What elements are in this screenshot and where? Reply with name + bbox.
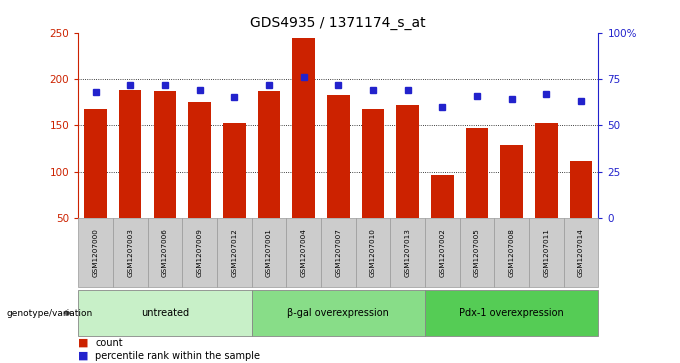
Bar [78, 290, 252, 336]
Bar [356, 218, 390, 287]
Bar [119, 90, 141, 218]
Text: GSM1207006: GSM1207006 [162, 228, 168, 277]
Bar [154, 91, 176, 218]
Bar [182, 218, 217, 287]
Bar [148, 218, 182, 287]
Text: GSM1207013: GSM1207013 [405, 228, 411, 277]
Bar [425, 290, 598, 336]
Bar [258, 91, 280, 218]
Bar [252, 218, 286, 287]
Bar [223, 123, 245, 218]
Bar [252, 290, 425, 336]
Bar [78, 218, 113, 287]
Text: GSM1207007: GSM1207007 [335, 228, 341, 277]
Bar [292, 38, 315, 218]
Text: GSM1207003: GSM1207003 [127, 228, 133, 277]
Text: untreated: untreated [141, 308, 189, 318]
Bar [396, 105, 419, 218]
Text: GSM1207004: GSM1207004 [301, 228, 307, 277]
Text: GSM1207002: GSM1207002 [439, 228, 445, 277]
Bar [494, 218, 529, 287]
Bar [188, 102, 211, 218]
Text: ■: ■ [78, 338, 88, 348]
Bar [460, 218, 494, 287]
Bar [529, 218, 564, 287]
Text: count: count [95, 338, 123, 348]
Bar [113, 218, 148, 287]
Bar [286, 218, 321, 287]
Text: GSM1207000: GSM1207000 [92, 228, 99, 277]
Text: percentile rank within the sample: percentile rank within the sample [95, 351, 260, 361]
Bar [466, 128, 488, 218]
Bar [84, 109, 107, 218]
Text: GSM1207010: GSM1207010 [370, 228, 376, 277]
Text: β-gal overexpression: β-gal overexpression [288, 308, 389, 318]
Text: GSM1207001: GSM1207001 [266, 228, 272, 277]
Text: GSM1207008: GSM1207008 [509, 228, 515, 277]
Text: GSM1207012: GSM1207012 [231, 228, 237, 277]
Text: ■: ■ [78, 351, 88, 361]
Bar [431, 175, 454, 218]
Bar [570, 161, 592, 218]
Title: GDS4935 / 1371174_s_at: GDS4935 / 1371174_s_at [250, 16, 426, 30]
Bar [362, 109, 384, 218]
Bar [327, 95, 350, 218]
Bar [425, 218, 460, 287]
Text: genotype/variation: genotype/variation [7, 309, 93, 318]
Bar [217, 218, 252, 287]
Text: Pdx-1 overexpression: Pdx-1 overexpression [459, 308, 564, 318]
Text: GSM1207011: GSM1207011 [543, 228, 549, 277]
Text: GSM1207005: GSM1207005 [474, 228, 480, 277]
Bar [321, 218, 356, 287]
Bar [500, 145, 523, 218]
Bar [390, 218, 425, 287]
Text: GSM1207014: GSM1207014 [578, 228, 584, 277]
Bar [564, 218, 598, 287]
Text: GSM1207009: GSM1207009 [197, 228, 203, 277]
Bar [535, 123, 558, 218]
